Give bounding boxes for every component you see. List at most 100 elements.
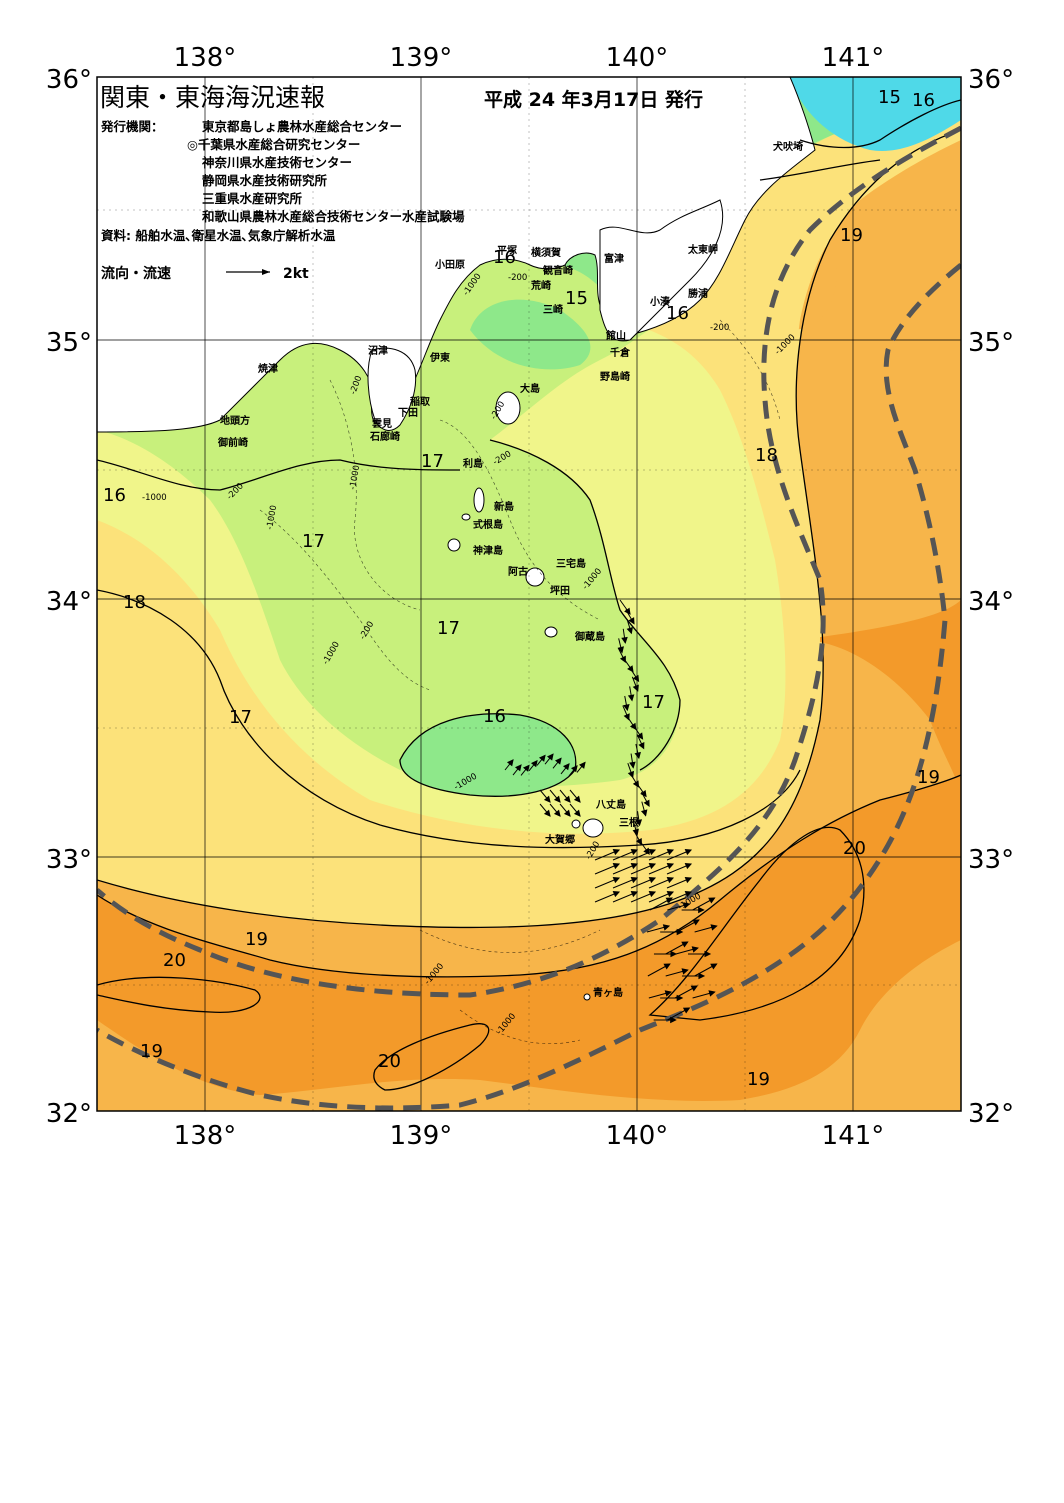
lat-label-35-right: 35° (968, 328, 1014, 358)
current-vector-head (506, 759, 514, 767)
lat-label-34-left: 34° (46, 587, 92, 617)
place-mitsune: 三根 (619, 816, 639, 829)
isotherm-label-17-e: 17 (642, 692, 665, 713)
isotherm-16-ne (759, 159, 881, 181)
current-vector-head (630, 863, 639, 870)
data-sources: 資料: 船舶水温､衛星水温､気象庁解析水温 (101, 228, 336, 243)
contour-1000-west (259, 509, 431, 691)
place-okago: 大賀郷 (545, 833, 575, 846)
current-vector-head (698, 972, 706, 980)
place-tateyama: 館山 (605, 329, 626, 342)
current-vector-head (662, 924, 671, 931)
lon-label-139-top: 139° (390, 43, 453, 73)
isotherm-label-18-east: 18 (755, 445, 778, 466)
isotherm-16-north (97, 459, 461, 491)
current-vector-head (630, 877, 639, 884)
current-vector-head (619, 655, 626, 663)
legend-scale: 2kt (283, 266, 309, 282)
current-vector-head (666, 877, 675, 884)
place-odawara: 小田原 (434, 258, 465, 271)
place-kozushima: 神津島 (473, 544, 503, 557)
place-shimoda: 下田 (398, 407, 418, 419)
current-vector-head (573, 795, 581, 803)
lat-label-33-right: 33° (968, 845, 1014, 875)
depth-label-1000-b: -1000 (142, 493, 167, 503)
current-vector-head (630, 891, 639, 898)
current-vector-head (648, 891, 657, 898)
isotherm-label-19-sw: 19 (245, 929, 268, 950)
current-vector-head (554, 757, 562, 765)
current-vector-head (692, 919, 700, 926)
place-chikura: 千倉 (610, 346, 631, 359)
current-vector-head (632, 684, 639, 692)
current-vector-head (626, 626, 633, 635)
lon-label-138-bottom: 138° (174, 1121, 237, 1151)
lat-label-36-left: 36° (46, 65, 92, 95)
lon-labels-bottom: 138° 139° 140° 141° (174, 1121, 885, 1151)
current-vector-head (670, 950, 678, 958)
place-toshima: 利島 (463, 457, 483, 470)
isotherm-18 (97, 129, 961, 929)
isotherm-label-20-e: 20 (843, 838, 866, 859)
issuer-2: ◎千葉県水産総合研究センター (187, 137, 360, 152)
map-frame (96, 76, 962, 1112)
map-title: 関東・東海海況速報 (100, 83, 325, 112)
current-vector-head (563, 795, 571, 803)
island-mikura (544, 626, 558, 638)
isotherm-label-16-eddy: 16 (483, 706, 506, 727)
isotherm-label-20-s: 20 (378, 1051, 401, 1072)
isotherm-20-east (648, 826, 865, 1021)
lat-labels-right: 36° 35° 34° 33° 32° (968, 65, 1014, 1129)
current-vector-head (628, 617, 635, 625)
current-vector-head (553, 809, 561, 817)
contour-1000-south2 (459, 1009, 581, 1045)
island-hachijo-kojima (571, 819, 581, 829)
current-vector-head (612, 891, 621, 898)
zone-19-east (97, 130, 961, 1111)
issuer-5: 三重県水産研究所 (202, 191, 303, 206)
island-aogashima (583, 993, 591, 1001)
kuroshio-outer (97, 263, 961, 1111)
place-oshima: 大島 (520, 382, 540, 395)
isotherm-label-16-west: 16 (103, 485, 126, 506)
current-vector-head (635, 819, 643, 827)
isotherm-label-15-bay: 15 (565, 288, 588, 309)
current-vector-head (681, 968, 689, 975)
current-vector-head (648, 863, 657, 870)
current-vector-head (684, 877, 693, 884)
lat-label-32-right: 32° (968, 1099, 1014, 1129)
issuer-6: 和歌山県農林水産総合技術センター水産試験場 (201, 209, 465, 224)
current-vector-head (640, 809, 648, 817)
current-vector-head (676, 994, 684, 1002)
current-vector-head (627, 694, 635, 702)
current-vector-head (543, 795, 551, 803)
lat-label-34-right: 34° (968, 587, 1014, 617)
place-jitogata: 地頭方 (220, 414, 250, 427)
place-ako: 阿古 (508, 565, 528, 578)
current-vector-head (682, 1007, 691, 1014)
lon-label-139-bottom: 139° (390, 1121, 453, 1151)
depth-contours (259, 319, 781, 1045)
isotherm-label-16-sagami: 16 (493, 247, 516, 268)
current-vector-head (663, 963, 671, 970)
lat-label-36-right: 36° (968, 65, 1014, 95)
depth-label-1000-d: -1000 (348, 464, 362, 490)
current-vector-head (666, 849, 675, 856)
place-nojimazaki: 野島崎 (600, 370, 630, 383)
kuroshio-main (97, 125, 961, 998)
isotherms (97, 99, 961, 1091)
current-vector-head (681, 941, 689, 948)
place-arasaki: 荒崎 (530, 279, 551, 292)
header: 関東・東海海況速報 平成 24 年3月17日 発行 発行機関： 東京都島しょ農林… (100, 83, 703, 282)
current-vector-head (643, 799, 650, 807)
place-hachijojima: 八丈島 (595, 798, 626, 811)
place-miyakejima: 三宅島 (556, 557, 586, 570)
current-vector-head (612, 863, 621, 870)
place-names: 犬吠埼 太東岬 勝浦 小湊 富津 横須賀 観音崎 荒崎 三崎 館山 千倉 野島崎… (217, 140, 803, 999)
current-vector-head (553, 795, 561, 803)
depth-label-200-c: -200 (508, 273, 527, 283)
lat-labels-left: 36° 35° 34° 33° 32° (46, 65, 92, 1129)
isotherm-label-16-boso: 16 (666, 303, 689, 324)
place-futtsu: 富津 (604, 252, 624, 265)
current-vector-head (543, 809, 551, 817)
